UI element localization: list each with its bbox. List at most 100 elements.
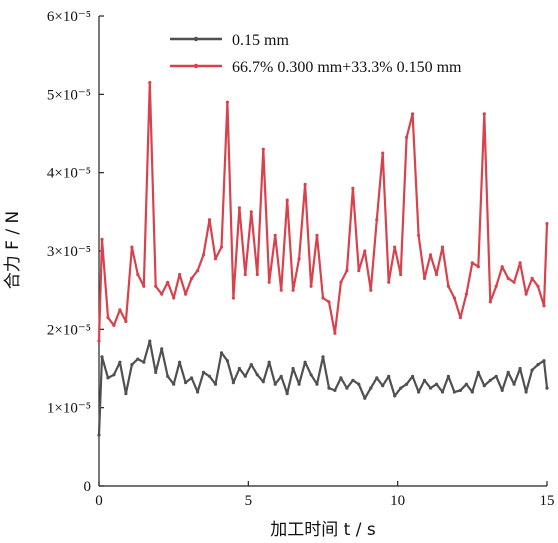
data-point: [303, 182, 307, 186]
data-point: [440, 245, 445, 249]
data-point: [405, 382, 409, 386]
data-point: [237, 366, 241, 371]
data-point: [237, 206, 241, 210]
data-point: [512, 382, 516, 386]
data-point: [333, 331, 337, 335]
data-point: [124, 319, 128, 324]
data-point: [500, 265, 504, 269]
data-point: [243, 272, 247, 277]
y-tick-label: 1×10⁻⁵: [47, 401, 91, 417]
data-point: [291, 288, 295, 292]
data-point: [369, 288, 373, 292]
data-point: [118, 308, 122, 312]
x-tick-label: 0: [95, 493, 103, 509]
data-point: [249, 210, 253, 214]
data-point: [172, 296, 176, 300]
data-point: [458, 388, 462, 392]
data-point: [231, 381, 235, 385]
y-axis-label: 合力 F / N: [3, 211, 23, 289]
data-point: [285, 198, 289, 202]
data-point: [279, 374, 283, 378]
data-point: [297, 382, 301, 386]
data-point: [530, 276, 534, 280]
data-point: [100, 355, 104, 359]
x-tick-label: 10: [390, 493, 405, 509]
data-point: [411, 374, 415, 378]
data-point: [500, 388, 504, 392]
data-point: [345, 269, 349, 273]
data-point: [130, 245, 134, 249]
data-point: [411, 112, 415, 116]
data-point: [219, 351, 224, 355]
data-point: [542, 359, 546, 363]
data-point: [405, 135, 409, 139]
data-point: [184, 381, 188, 385]
data-point: [476, 370, 480, 374]
data-point: [267, 280, 271, 284]
data-point: [428, 253, 433, 257]
data-point: [309, 373, 313, 377]
series-0: [97, 339, 549, 437]
data-point: [345, 386, 349, 390]
data-point: [97, 339, 101, 343]
data-point: [196, 390, 200, 394]
data-point: [315, 233, 319, 237]
data-point: [470, 261, 474, 265]
data-point: [172, 382, 176, 386]
data-point: [190, 276, 194, 280]
data-point: [106, 376, 110, 380]
data-point: [142, 360, 146, 364]
data-point: [381, 384, 385, 388]
data-point: [387, 280, 391, 284]
data-point: [207, 374, 212, 378]
data-point: [494, 284, 498, 288]
data-point: [464, 382, 468, 386]
data-point: [399, 272, 403, 277]
data-point: [464, 292, 468, 296]
data-point: [518, 261, 522, 265]
data-point: [417, 233, 421, 237]
data-point: [351, 186, 355, 190]
data-point: [363, 249, 367, 253]
data-point: [545, 386, 549, 390]
data-point: [542, 304, 546, 308]
data-point: [190, 376, 194, 380]
data-point: [148, 339, 152, 343]
data-point: [124, 392, 128, 396]
data-point: [219, 245, 224, 249]
data-point: [393, 394, 397, 398]
x-axis-label: 加工时间 t / s: [270, 520, 376, 540]
data-point: [422, 378, 427, 382]
data-point: [166, 280, 170, 284]
data-point: [255, 373, 259, 377]
legend-marker-0: [193, 36, 199, 42]
data-point: [387, 374, 391, 378]
y-tick-label: 2×10⁻⁵: [47, 322, 91, 338]
data-point: [321, 296, 325, 300]
data-point: [225, 100, 229, 104]
data-point: [357, 382, 361, 386]
data-point: [261, 147, 265, 151]
data-point: [524, 390, 528, 394]
data-point: [536, 284, 540, 288]
data-point: [375, 376, 379, 380]
x-tick-label: 5: [245, 493, 253, 509]
data-point: [545, 222, 549, 226]
data-point: [422, 276, 427, 280]
data-point: [303, 360, 307, 364]
data-point: [536, 363, 540, 367]
data-point: [273, 233, 277, 237]
data-point: [261, 380, 265, 384]
data-point: [333, 388, 337, 392]
data-point: [154, 284, 158, 288]
data-point: [518, 366, 522, 371]
data-point: [476, 265, 480, 269]
data-point: [488, 378, 492, 382]
data-point: [339, 280, 343, 284]
data-point: [315, 382, 319, 386]
data-point: [106, 316, 110, 320]
y-tick-label: 6×10⁻⁵: [47, 9, 91, 25]
y-tick-label: 0: [84, 479, 92, 495]
data-point: [160, 292, 164, 296]
